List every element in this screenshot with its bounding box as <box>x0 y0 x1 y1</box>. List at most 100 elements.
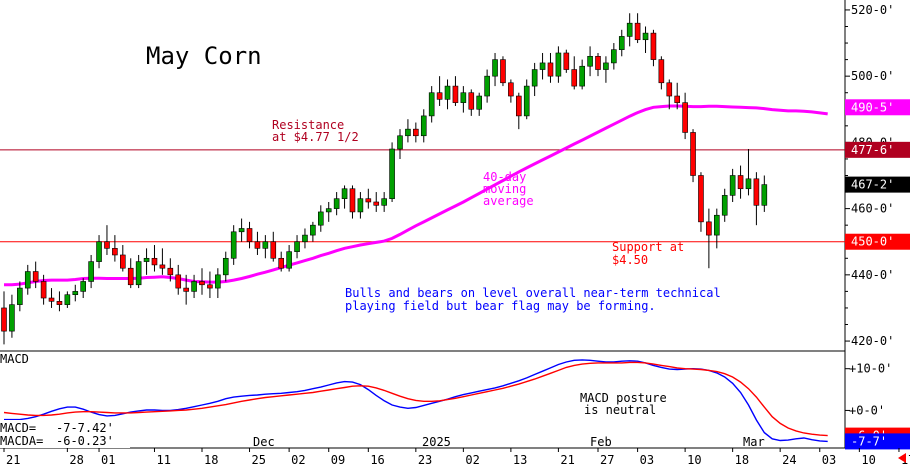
price-bar <box>286 245 292 272</box>
day-label: 27 <box>600 453 614 467</box>
price-bar <box>753 172 760 226</box>
price-tag-2-label: 467-2' <box>851 178 894 192</box>
ma-label-line2: moving <box>483 182 526 196</box>
price-bar-body <box>468 92 475 110</box>
macda-readout-value: -6-0.23' <box>56 434 114 448</box>
price-bar-body <box>413 128 419 137</box>
price-bar <box>484 69 490 103</box>
price-bar <box>563 49 570 73</box>
price-bar <box>183 274 189 305</box>
price-bar-body <box>294 241 300 252</box>
price-bar-body <box>151 257 158 266</box>
day-label: 13 <box>513 453 527 467</box>
price-bar-body <box>17 287 23 305</box>
price-tick-label: 460-0' <box>851 202 894 216</box>
price-bar <box>745 149 752 196</box>
resistance-label-line2: at $4.77 1/2 <box>272 130 359 144</box>
day-label: 02 <box>465 453 479 467</box>
macd-tick-label: +0-0' <box>849 403 885 417</box>
macd-note-line1: MACD posture <box>580 391 667 405</box>
price-bar <box>444 79 451 110</box>
macd-axis: +10-0' +0-0' <box>845 362 892 417</box>
price-tick-label: 520-0' <box>851 3 894 17</box>
macd-lines <box>3 359 828 443</box>
price-bar <box>650 29 657 67</box>
price-bar-body <box>547 62 554 77</box>
price-bar-body <box>587 55 593 67</box>
price-bar-body <box>286 251 292 269</box>
price-bar <box>56 291 63 312</box>
price-bar-body <box>500 59 506 84</box>
price-bar <box>254 231 261 255</box>
macda-readout-label: MACDA= <box>0 434 43 448</box>
price-bar <box>729 168 736 202</box>
price-tick-label: 440-0' <box>851 268 894 282</box>
price-bar-body <box>127 267 134 286</box>
price-bar-body <box>159 264 166 269</box>
price-tag-2: 467-2' <box>845 176 910 193</box>
price-bar-body <box>310 224 316 236</box>
price-bar-body <box>302 234 308 243</box>
price-bar <box>713 208 720 249</box>
price-bar-body <box>674 95 681 103</box>
price-bar <box>587 46 593 77</box>
price-bar <box>357 192 364 219</box>
price-tag-1-label: 477-6' <box>851 143 894 157</box>
price-bar-body <box>563 52 570 70</box>
macd-tag-1: -7-7' <box>845 433 910 450</box>
price-bar <box>207 271 213 299</box>
price-bar <box>270 231 277 262</box>
day-label: 18 <box>204 453 218 467</box>
price-tag-3: 450-0' <box>845 233 910 250</box>
price-bar <box>618 29 625 57</box>
price-bar-body <box>230 231 237 259</box>
price-bar-body <box>721 195 728 216</box>
price-bar-body <box>9 304 15 332</box>
price-bar-body <box>317 211 324 226</box>
price-bar-body <box>254 241 261 249</box>
support-label-line1: Support at <box>612 240 684 254</box>
macd-readout-label: MACD= <box>0 421 36 435</box>
price-bar-body <box>1 307 7 332</box>
macda-line <box>3 361 828 437</box>
price-tag-0-label: 490-5' <box>851 100 894 114</box>
price-bar <box>17 281 23 312</box>
price-bar-body <box>325 208 332 213</box>
macd-tag-1-bg <box>845 433 910 450</box>
scroll-left-arrow-icon[interactable] <box>898 453 906 463</box>
price-bar <box>191 274 197 299</box>
price-bar <box>626 13 633 47</box>
price-bar-body <box>56 301 63 305</box>
price-tags: 490-5'477-6'467-2'450-0'-6-0'-7-7' <box>845 99 910 450</box>
price-bar <box>579 59 585 90</box>
commentary-line2: playing field but bear flag may be formi… <box>345 299 656 313</box>
price-bar-body <box>698 175 704 223</box>
day-label: 02 <box>291 453 305 467</box>
price-bar <box>262 235 269 259</box>
month-label: Feb <box>590 435 612 449</box>
macd-tick-label: +10-0' <box>849 362 892 376</box>
price-bar-body <box>238 228 245 233</box>
price-bar <box>302 228 308 249</box>
price-bar-body <box>476 95 483 110</box>
ma-label-line3: average <box>483 194 534 208</box>
price-bar <box>72 284 79 302</box>
price-bar-body <box>571 69 578 87</box>
price-bar <box>658 56 665 90</box>
price-bar <box>80 278 86 299</box>
price-tag-0-bg <box>845 99 910 116</box>
price-bar <box>515 92 522 130</box>
price-bar <box>381 192 387 212</box>
price-bar <box>428 86 435 123</box>
price-bar-body <box>349 188 356 213</box>
price-bar <box>666 79 673 110</box>
day-label: 25 <box>252 453 266 467</box>
ma-label-line1: 40-day <box>483 170 526 184</box>
price-bar-body <box>436 92 443 100</box>
price-bar-body <box>365 198 372 203</box>
day-label: 24 <box>782 453 796 467</box>
price-bar-body <box>175 274 182 289</box>
macd-readout-box <box>0 420 130 448</box>
macd-tag-1-label: -7-7' <box>851 434 887 448</box>
macd-note-line2: is neutral <box>584 403 656 417</box>
